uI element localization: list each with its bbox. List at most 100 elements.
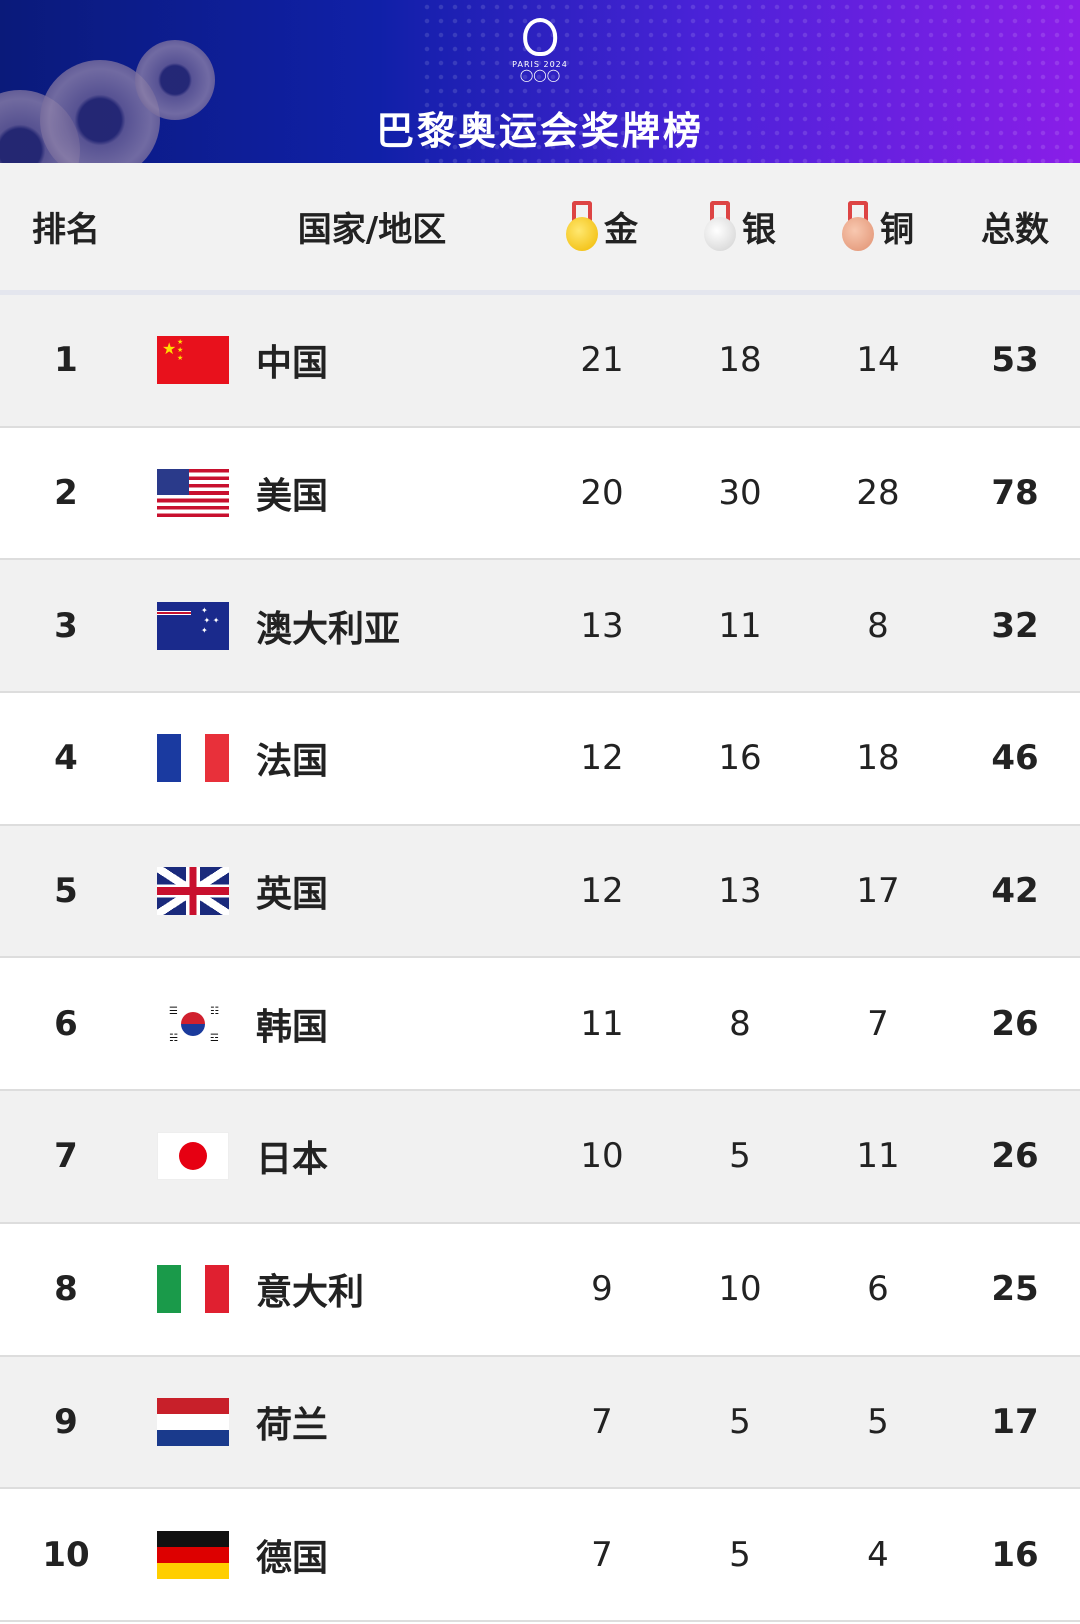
silver-count: 13 — [718, 871, 762, 912]
table-row[interactable]: 9 荷兰 7 5 5 17 — [0, 1356, 1080, 1490]
total-count: 26 — [991, 1136, 1039, 1177]
total-count: 42 — [991, 871, 1039, 912]
total-count: 32 — [991, 605, 1039, 646]
country-cell: ☰ ☷ ☵ ☲ 韩国 — [132, 958, 532, 1089]
header-bronze-label: 铜 — [880, 210, 914, 250]
total-count: 26 — [991, 1003, 1039, 1044]
silver-count: 30 — [718, 473, 762, 514]
country-name: 美国 — [256, 476, 329, 518]
rank: 1 — [54, 340, 78, 381]
rank: 5 — [54, 871, 78, 912]
banner: PARIS 2024 ◯◯◯ 巴黎奥运会奖牌榜 — [0, 0, 1080, 163]
table-row[interactable]: 2 美国 20 30 28 78 — [0, 428, 1080, 561]
country-cell: 德国 — [132, 1489, 532, 1620]
table-row[interactable]: 6 ☰ ☷ ☵ ☲ 韩国 11 8 7 26 — [0, 958, 1080, 1092]
australia-flag-icon: ✦ ✦ ✦ ✦ — [157, 601, 229, 650]
country-cell: 英国 — [132, 826, 532, 957]
rank: 2 — [54, 473, 78, 514]
table-row[interactable]: 8 意大利 9 10 6 25 — [0, 1224, 1080, 1357]
country-cell: 荷兰 — [132, 1357, 532, 1488]
france-flag-icon — [157, 734, 229, 783]
logo-text: PARIS 2024 — [512, 60, 568, 69]
header-rank: 排名 — [32, 210, 100, 250]
total-count: 17 — [991, 1401, 1039, 1442]
rank: 8 — [54, 1269, 78, 1310]
gold-count: 20 — [580, 473, 624, 514]
total-count: 78 — [991, 473, 1039, 514]
bronze-count: 8 — [867, 605, 889, 646]
gold-count: 9 — [591, 1269, 613, 1310]
bronze-medal-icon — [842, 200, 874, 253]
bronze-count: 6 — [867, 1269, 889, 1310]
bronze-count: 7 — [867, 1003, 889, 1044]
olympic-rings-icon: ◯◯◯ — [519, 68, 561, 82]
header-country: 国家/地区 — [297, 210, 447, 250]
total-count: 46 — [991, 738, 1039, 779]
bronze-count: 18 — [856, 738, 900, 779]
country-cell: 法国 — [132, 693, 532, 824]
gold-count: 12 — [580, 871, 624, 912]
header-gold-label: 金 — [604, 210, 638, 250]
country-name: 德国 — [256, 1537, 329, 1579]
medal-table-body: 1 ★ ★ ★ ★ 中国 21 18 14 53 2 美国 20 30 28 78 3 ✦ … — [0, 295, 1080, 1622]
paris-2024-logo: PARIS 2024 ◯◯◯ — [512, 18, 568, 81]
header-silver: 银 — [678, 163, 802, 290]
korea-flag-icon: ☰ ☷ ☵ ☲ — [157, 999, 229, 1048]
uk-flag-icon — [157, 867, 229, 916]
netherlands-flag-icon — [157, 1397, 229, 1446]
silver-count: 16 — [718, 738, 762, 779]
gold-count: 7 — [591, 1401, 613, 1442]
gold-count: 7 — [591, 1534, 613, 1575]
silver-medal-icon — [704, 200, 736, 253]
country-name: 荷兰 — [256, 1404, 329, 1446]
country-name: 意大利 — [256, 1272, 365, 1314]
silver-count: 5 — [729, 1534, 751, 1575]
country-cell: 美国 — [132, 428, 532, 559]
italy-flag-icon — [157, 1265, 229, 1314]
table-row[interactable]: 1 ★ ★ ★ ★ 中国 21 18 14 53 — [0, 295, 1080, 428]
bronze-count: 5 — [867, 1401, 889, 1442]
country-name: 日本 — [256, 1139, 329, 1181]
rank: 7 — [54, 1136, 78, 1177]
header-gold: 金 — [540, 163, 664, 290]
country-name: 澳大利亚 — [256, 608, 401, 650]
silver-count: 5 — [729, 1136, 751, 1177]
table-row[interactable]: 7 日本 10 5 11 26 — [0, 1091, 1080, 1224]
gold-count: 11 — [580, 1003, 624, 1044]
header-silver-label: 银 — [742, 210, 776, 250]
flame-icon — [523, 18, 557, 56]
country-cell: 日本 — [132, 1091, 532, 1222]
bronze-count: 14 — [856, 340, 900, 381]
gold-medal-icon — [566, 200, 598, 253]
silver-count: 11 — [718, 605, 762, 646]
gold-count: 12 — [580, 738, 624, 779]
table-header: 排名 国家/地区 金 银 铜 总数 — [0, 163, 1080, 295]
rank: 4 — [54, 738, 78, 779]
header-bronze: 铜 — [816, 163, 940, 290]
country-cell: ✦ ✦ ✦ ✦ 澳大利亚 — [132, 560, 532, 691]
page-title: 巴黎奥运会奖牌榜 — [375, 109, 704, 153]
table-row[interactable]: 5 英国 12 13 17 42 — [0, 825, 1080, 959]
usa-flag-icon — [157, 469, 229, 518]
bronze-count: 28 — [856, 473, 900, 514]
table-row[interactable]: 3 ✦ ✦ ✦ ✦ 澳大利亚 13 11 8 32 — [0, 560, 1080, 694]
table-row[interactable]: 4 法国 12 16 18 46 — [0, 693, 1080, 826]
silver-count: 10 — [718, 1269, 762, 1310]
gold-count: 13 — [580, 605, 624, 646]
total-count: 25 — [991, 1269, 1039, 1310]
table-row[interactable]: 10 德国 7 5 4 16 — [0, 1489, 1080, 1622]
country-name: 法国 — [256, 741, 329, 783]
bronze-count: 11 — [856, 1136, 900, 1177]
rank: 6 — [54, 1003, 78, 1044]
gold-count: 10 — [580, 1136, 624, 1177]
country-name: 英国 — [256, 874, 329, 916]
country-cell: 意大利 — [132, 1224, 532, 1355]
silver-count: 8 — [729, 1003, 751, 1044]
bronze-count: 4 — [867, 1534, 889, 1575]
silver-count: 5 — [729, 1401, 751, 1442]
country-cell: ★ ★ ★ ★ 中国 — [132, 295, 532, 426]
total-count: 16 — [991, 1534, 1039, 1575]
gold-count: 21 — [580, 340, 624, 381]
medal-decoration — [135, 40, 215, 120]
country-name: 韩国 — [256, 1006, 329, 1048]
